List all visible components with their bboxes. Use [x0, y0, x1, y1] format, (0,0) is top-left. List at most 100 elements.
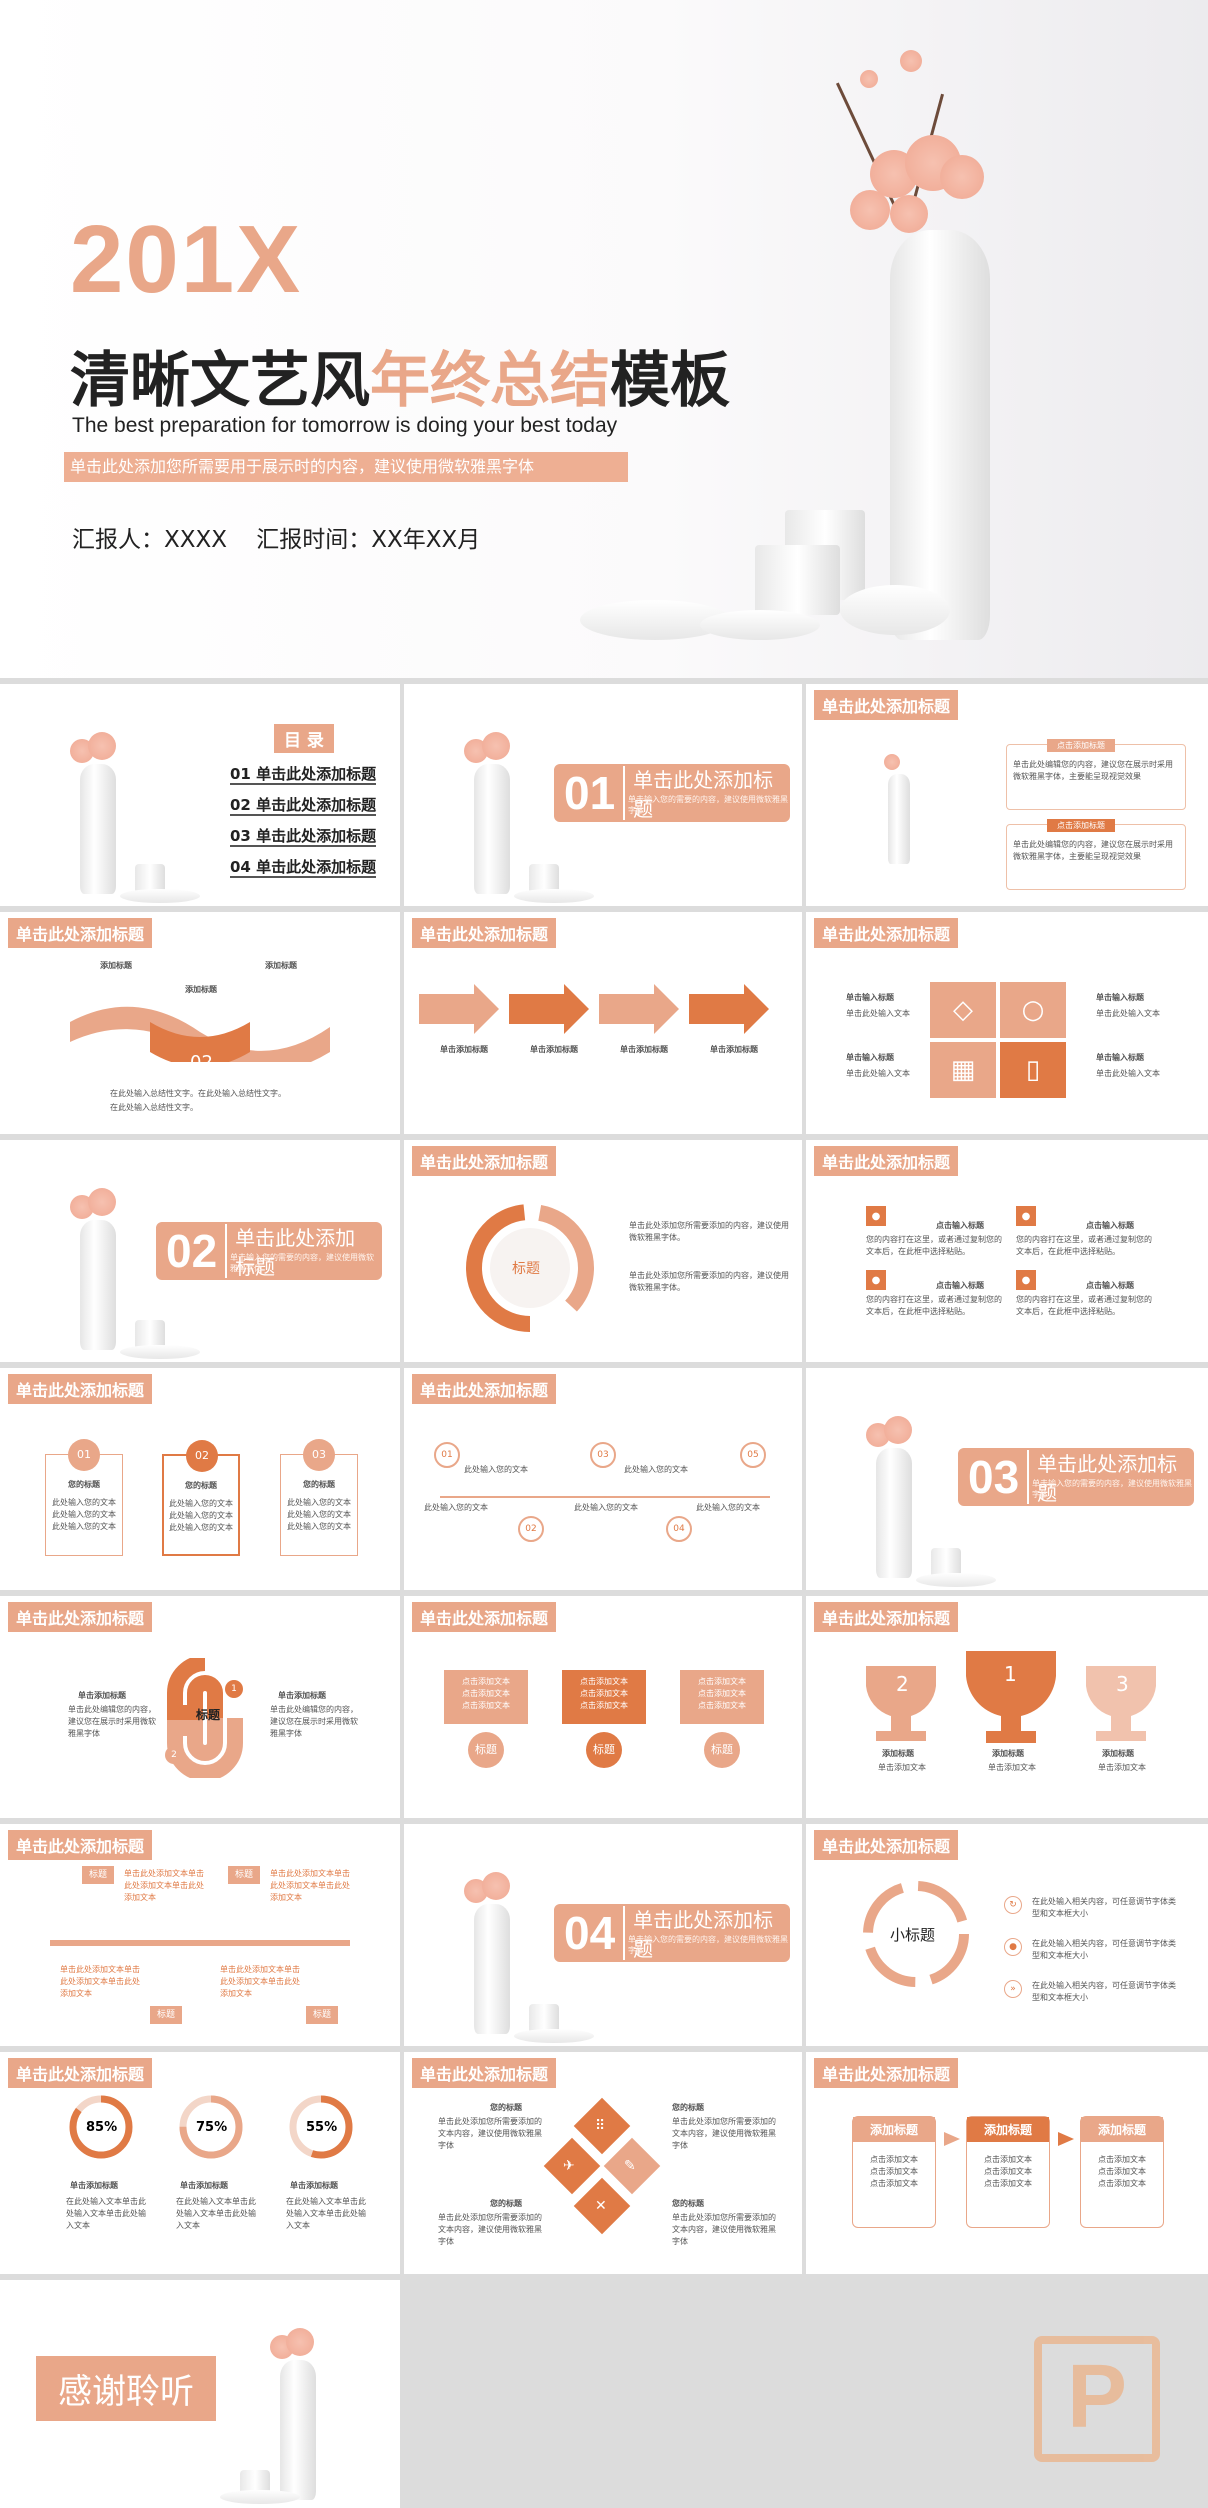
content-slide-3[interactable]: 单击此处添加标题 点击添加标题 单击此处编辑您的内容，建议您在展示时采用微软雅黑… — [806, 684, 1208, 906]
section-slide-01[interactable]: 01 单击此处添加标题 单击输入您的需要的内容，建议使用微软雅黑字体 — [404, 684, 802, 906]
content-slide-5[interactable]: 单击此处添加标题 单击添加标题 单击添加标题 单击添加标题 单击添加标题 — [404, 912, 802, 1134]
toc-item[interactable]: 02 单击此处添加标题 — [230, 796, 377, 816]
timeline-line — [440, 1496, 770, 1498]
ring-center-label: 标题 — [512, 1261, 540, 1277]
content-slide-11[interactable]: 单击此处添加标题 01 02 03 04 05 此处输入您的文本 此处输入您的文… — [404, 1368, 802, 1590]
title-circle: 标题 — [468, 1732, 504, 1768]
bulb-icon: ● — [1016, 1270, 1036, 1290]
item-text: 单击添加文本 — [1098, 1763, 1146, 1772]
cover-title: 清晰文艺风年终总结模板 — [70, 346, 730, 416]
item-label: 点击输入标题 — [1086, 1281, 1134, 1290]
slide-header: 单击此处添加标题 — [814, 690, 959, 720]
diagram-label: 标题 — [196, 1708, 221, 1722]
step-number: 2 — [165, 1746, 183, 1764]
cover-slide[interactable]: 201X 清晰文艺风年终总结模板 The best preparation fo… — [0, 0, 1208, 678]
item-text: 单击此处输入文本 — [1096, 1069, 1160, 1078]
vase-photo — [40, 694, 200, 904]
content-slide-14[interactable]: 单击此处添加标题 点击添加文本 点击添加文本 点击添加文本 点击添加文本 点击添加文本… — [404, 1596, 802, 1818]
content-slide-13[interactable]: 单击此处添加标题 标题 1 2 单击添加标题 单击此处编辑您的内容，建议您在展示… — [0, 1596, 400, 1818]
content-slide-4[interactable]: 单击此处添加标题 01 02 03 添加标题 添加标题 添加标题 在此处输入总结… — [0, 912, 400, 1134]
item-label: 单击添加标题 — [278, 1691, 326, 1700]
bulb-icon: ● — [866, 1270, 886, 1290]
content-slide-21[interactable]: 单击此处添加标题 添加标题 点击添加文本 点击添加文本 点击添加文本 添加标题 点击… — [806, 2052, 1208, 2274]
text-block: 点击添加文本 点击添加文本 点击添加文本 — [680, 1670, 764, 1724]
item-text: 您的内容打在这里，或者通过复制您的文本后，在此框中选择粘贴。 — [866, 1295, 1002, 1316]
content-slide-20[interactable]: 单击此处添加标题 ⠿ ✈ ✎ ✕ 您的标题 单击此处添加您所需要添加的文本内容，… — [404, 2052, 802, 2274]
item-text: 单击此处输入文本 — [1096, 1009, 1160, 1018]
card: 01 您的标题 此处输入您的文本 此处输入您的文本 此处输入您的文本 — [45, 1439, 123, 1556]
vase-photo — [40, 1150, 200, 1360]
item-text: 单击添加文本 — [988, 1763, 1036, 1772]
step-label: 单击添加标题 — [440, 1045, 488, 1054]
toc-item[interactable]: 01 单击此处添加标题 — [230, 765, 377, 785]
axis-bar — [50, 1940, 350, 1946]
note-text: 在此处输入总结性文字。 — [110, 1103, 198, 1112]
title-tag: 标题 — [150, 2006, 182, 2024]
item-label: 单击添加标题 — [78, 1691, 126, 1700]
item-text: 单击此处添加您所需要添加的文本内容，建议使用微软雅黑字体 — [672, 2117, 776, 2150]
slide-header: 单击此处添加标题 — [412, 918, 557, 948]
toc-item[interactable]: 04 单击此处添加标题 — [230, 858, 377, 878]
section-badge: 04 单击此处添加标题 单击输入您的需要的内容，建议使用微软雅黑字体 — [554, 1904, 790, 1962]
content-slide-15[interactable]: 单击此处添加标题 2 1 3 添加标题 单击添加文本 添加标题 单击添加文本 添… — [806, 1596, 1208, 1818]
step-label: 单击添加标题 — [620, 1045, 668, 1054]
content-slide-16[interactable]: 单击此处添加标题 标题 标题 标题 标题 单击此处添加文本单击此处添加文本单击此… — [0, 1824, 400, 2046]
item-label: 您的标题 — [490, 2199, 522, 2208]
title-tag: 标题 — [306, 2006, 338, 2024]
slide-header: 单击此处添加标题 — [412, 2058, 557, 2088]
item-label: 单击输入标题 — [1096, 1053, 1144, 1062]
item-text: 单击此处编辑您的内容，建议您在展示时采用微软雅黑字体 — [68, 1705, 156, 1738]
slide-header: 单击此处添加标题 — [412, 1374, 557, 1404]
section-slide-03[interactable]: 03 单击此处添加标题 单击输入您的需要的内容，建议使用微软雅黑字体 — [806, 1368, 1208, 1590]
ring-diagram — [466, 1204, 594, 1332]
content-slide-9[interactable]: 单击此处添加标题 ● ● ● ● 点击输入标题 您的内容打在这里，或者通过复制您… — [806, 1140, 1208, 1362]
refresh-icon: ↻ — [1004, 1896, 1022, 1914]
timeline-pin: 03 — [590, 1442, 616, 1468]
content-slide-19[interactable]: 单击此处添加标题 85% 75% 55% 单击添加标题 在此处输入文本单击此处输… — [0, 2052, 400, 2274]
toc-slide[interactable]: 目 录 01 单击此处添加标题 02 单击此处添加标题 03 单击此处添加标题 … — [0, 684, 400, 906]
toc-item[interactable]: 03 单击此处添加标题 — [230, 827, 377, 847]
arrow-right-icon — [1058, 2132, 1074, 2146]
arrow-process — [419, 984, 769, 1034]
item-text: 单击此处编辑您的内容，建议您在展示时采用微软雅黑字体 — [270, 1705, 358, 1738]
thanks-slide[interactable]: 感谢聆听 — [0, 2280, 400, 2508]
content-slide-8[interactable]: 单击此处添加标题 标题 单击此处添加您所需要添加的内容，建议使用微软雅黑字体。 … — [404, 1140, 802, 1362]
slide-header: 单击此处添加标题 — [8, 1374, 153, 1404]
item-label: 添加标题 — [992, 1749, 1024, 1758]
thanks-title: 感谢聆听 — [36, 2356, 216, 2421]
body-text: 在此处输入相关内容，可任意调节字体类型和文本框大小 — [1032, 1981, 1176, 2002]
body-text: 单击此处添加您所需要添加的内容，建议使用微软雅黑字体。 — [629, 1271, 789, 1292]
item-text: 您的内容打在这里，或者通过复制您的文本后，在此框中选择粘贴。 — [866, 1235, 1002, 1256]
slide-header: 单击此处添加标题 — [814, 1602, 959, 1632]
text-card: 点击添加标题 单击此处编辑您的内容，建议您在展示时采用微软雅黑字体，主要能呈现视… — [1006, 739, 1186, 810]
section-slide-04[interactable]: 04 单击此处添加标题 单击输入您的需要的内容，建议使用微软雅黑字体 — [404, 1824, 802, 2046]
body-text: 单击此处添加您所需要添加的内容，建议使用微软雅黑字体。 — [629, 1221, 789, 1242]
section-slide-02[interactable]: 02 单击此处添加标题 单击输入您的需要的内容，建议使用微软雅黑字体 — [0, 1140, 400, 1362]
item-label: 您的标题 — [490, 2103, 522, 2112]
step-card: 添加标题 点击添加文本 点击添加文本 点击添加文本 — [1080, 2116, 1164, 2228]
content-slide-10[interactable]: 单击此处添加标题 01 您的标题 此处输入您的文本 此处输入您的文本 此处输入您的文… — [0, 1368, 400, 1590]
content-slide-6[interactable]: 单击此处添加标题 ◇ ○ ▦ ▯ 单击输入标题 单击此处输入文本 单击输入标题 … — [806, 912, 1208, 1134]
wave-diagram — [70, 1006, 330, 1062]
body-text: 单击此处添加文本单击此处添加文本单击此处添加文本 — [124, 1869, 204, 1902]
title-circle: 标题 — [704, 1732, 740, 1768]
grid-icon: ⠿ — [595, 2118, 606, 2134]
trash-icon: ▯ — [1000, 1042, 1066, 1098]
tag-icon: ◇ — [930, 982, 996, 1038]
forward-icon: » — [1004, 1980, 1022, 1998]
toc-list: 目 录 01 单击此处添加标题 02 单击此处添加标题 03 单击此处添加标题 … — [230, 724, 377, 878]
item-label: 单击添加标题 — [180, 2181, 228, 2190]
content-slide-18[interactable]: 单击此处添加标题 小标题 ↻ ● » 在此处输入相关内容，可任意调节字体类型和文… — [806, 1824, 1208, 2046]
bulb-icon: ○ — [1000, 982, 1066, 1038]
petal-diagram — [543, 2097, 661, 2235]
section-badge: 01 单击此处添加标题 单击输入您的需要的内容，建议使用微软雅黑字体 — [554, 764, 790, 822]
item-text: 您的内容打在这里，或者通过复制您的文本后，在此框中选择粘贴。 — [1016, 1235, 1152, 1256]
timeline-text: 此处输入您的文本 — [624, 1465, 688, 1474]
timeline-pin: 04 — [666, 1516, 692, 1542]
step-card: 添加标题 点击添加文本 点击添加文本 点击添加文本 — [966, 2116, 1050, 2228]
percent-value: 75% — [196, 2120, 228, 2135]
step-number: 02 — [190, 1052, 213, 1073]
step-number: 03 — [272, 1030, 295, 1051]
timeline-text: 此处输入您的文本 — [464, 1465, 528, 1474]
